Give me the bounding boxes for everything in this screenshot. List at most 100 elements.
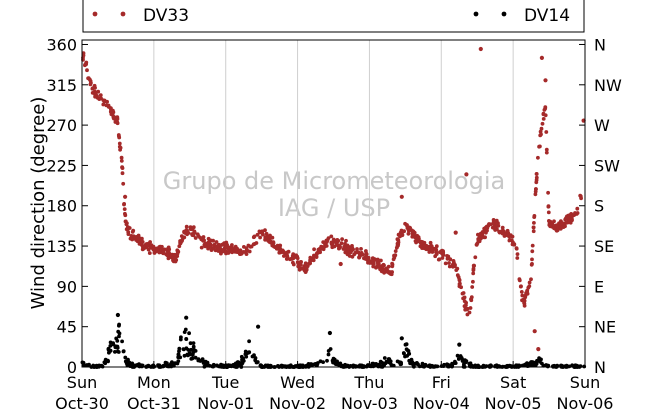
data-point-dv33 xyxy=(448,257,453,262)
data-point-dv33 xyxy=(123,211,127,216)
data-point-dv14 xyxy=(321,360,325,364)
data-point-dv33 xyxy=(400,229,405,234)
data-point-dv33 xyxy=(482,235,486,240)
data-point-dv33 xyxy=(356,250,361,255)
data-point-dv33 xyxy=(526,285,531,290)
data-point-dv33 xyxy=(391,257,396,262)
data-point-dv33 xyxy=(424,243,429,248)
legend-label-dv33: DV33 xyxy=(143,6,189,26)
data-point-dv33 xyxy=(548,224,553,229)
data-point-dv14 xyxy=(123,355,128,360)
data-point-dv33 xyxy=(544,147,549,152)
data-point-dv33 xyxy=(199,245,204,250)
data-point-dv33 xyxy=(101,102,106,107)
data-point-dv33 xyxy=(390,264,395,269)
data-point-dv33 xyxy=(224,244,229,249)
data-point-dv33 xyxy=(473,255,478,260)
x-tick-day-label: Sun xyxy=(67,373,97,392)
data-point-dv33 xyxy=(98,93,103,98)
data-point-dv33 xyxy=(471,271,476,276)
data-point-dv33 xyxy=(434,244,439,249)
data-point-dv14 xyxy=(185,352,190,357)
data-point-dv33 xyxy=(480,230,485,235)
data-point-dv33 xyxy=(122,202,126,206)
data-point-dv33 xyxy=(211,246,216,251)
data-point-dv33 xyxy=(291,256,296,261)
data-point-dv14 xyxy=(254,360,259,365)
data-point-dv14 xyxy=(374,362,378,366)
data-point-dv14 xyxy=(416,362,420,367)
data-point-dv33 xyxy=(508,233,513,238)
x-tick-date-label: Oct-31 xyxy=(127,394,181,409)
data-point-dv33 xyxy=(257,229,262,234)
data-point-dv14 xyxy=(339,364,344,369)
data-point-dv14 xyxy=(191,344,196,349)
data-point-dv33 xyxy=(291,252,296,256)
data-point-dv33 xyxy=(86,76,91,80)
data-point-dv33 xyxy=(515,256,520,260)
data-point-dv33 xyxy=(445,254,449,258)
x-tick-day-label: Fri xyxy=(432,373,451,392)
data-point-dv33 xyxy=(377,264,382,269)
data-point-dv14 xyxy=(82,363,87,368)
data-point-dv33 xyxy=(255,232,260,237)
data-point-dv14 xyxy=(215,363,219,368)
data-point-dv33 xyxy=(434,248,438,253)
data-point-dv33 xyxy=(375,260,380,265)
data-point-dv33 xyxy=(315,251,319,256)
data-point-dv14 xyxy=(106,347,111,352)
data-point-dv33 xyxy=(126,232,131,237)
data-point-dv33 xyxy=(190,233,195,238)
data-point-dv33 xyxy=(547,219,551,223)
data-point-dv14 xyxy=(176,359,181,363)
data-point-dv33 xyxy=(106,103,111,108)
data-point-dv14 xyxy=(177,346,182,351)
data-point-dv33 xyxy=(166,256,171,261)
data-point-dv33 xyxy=(531,225,536,230)
data-point-dv33 xyxy=(268,235,273,240)
data-point-dv33 xyxy=(152,250,157,254)
data-point-dv33 xyxy=(239,252,244,256)
data-point-dv33 xyxy=(278,248,283,252)
data-point-dv33 xyxy=(467,310,472,315)
data-point-dv14 xyxy=(113,344,118,349)
data-point-dv33 xyxy=(474,243,479,247)
data-point-dv33 xyxy=(400,233,405,238)
data-point-dv33 xyxy=(294,253,298,258)
right-tick-label: NE xyxy=(594,318,616,337)
x-tick-day-label: Mon xyxy=(137,373,171,392)
data-point-dv33 xyxy=(344,238,348,243)
data-point-dv33 xyxy=(341,247,346,251)
data-point-dv33 xyxy=(552,226,556,231)
data-point-dv33 xyxy=(191,225,196,230)
data-point-dv14 xyxy=(326,352,331,357)
plot-frame xyxy=(81,39,586,368)
data-point-dv33 xyxy=(393,249,398,254)
data-point-dv33 xyxy=(470,285,475,289)
data-point-dv14 xyxy=(325,358,329,363)
data-point-dv14 xyxy=(193,355,198,360)
data-point-dv33 xyxy=(119,159,124,163)
data-point-dv33 xyxy=(120,165,125,170)
data-point-dv33 xyxy=(394,245,399,250)
data-point-dv33 xyxy=(359,247,363,251)
data-point-dv33 xyxy=(366,260,370,265)
data-point-dv33 xyxy=(492,226,497,230)
data-point-dv14 xyxy=(184,315,189,320)
data-point-dv14 xyxy=(402,351,406,356)
data-point-dv33 xyxy=(308,255,313,260)
data-point-dv33 xyxy=(447,264,452,269)
right-tick-label: E xyxy=(594,277,604,296)
data-point-dv33 xyxy=(418,244,423,249)
data-point-dv33 xyxy=(437,257,442,262)
data-point-dv33 xyxy=(384,266,388,271)
data-point-dv33 xyxy=(440,256,445,260)
data-point-dv14 xyxy=(545,363,550,368)
data-point-dv33 xyxy=(220,242,224,247)
data-point-dv14 xyxy=(205,360,210,365)
data-point-dv33 xyxy=(278,243,283,248)
data-point-dv14 xyxy=(256,324,261,329)
data-point-dv33 xyxy=(514,246,519,251)
x-tick-date-label: Nov-06 xyxy=(557,394,614,409)
x-tick-date-label: Nov-05 xyxy=(485,394,542,409)
